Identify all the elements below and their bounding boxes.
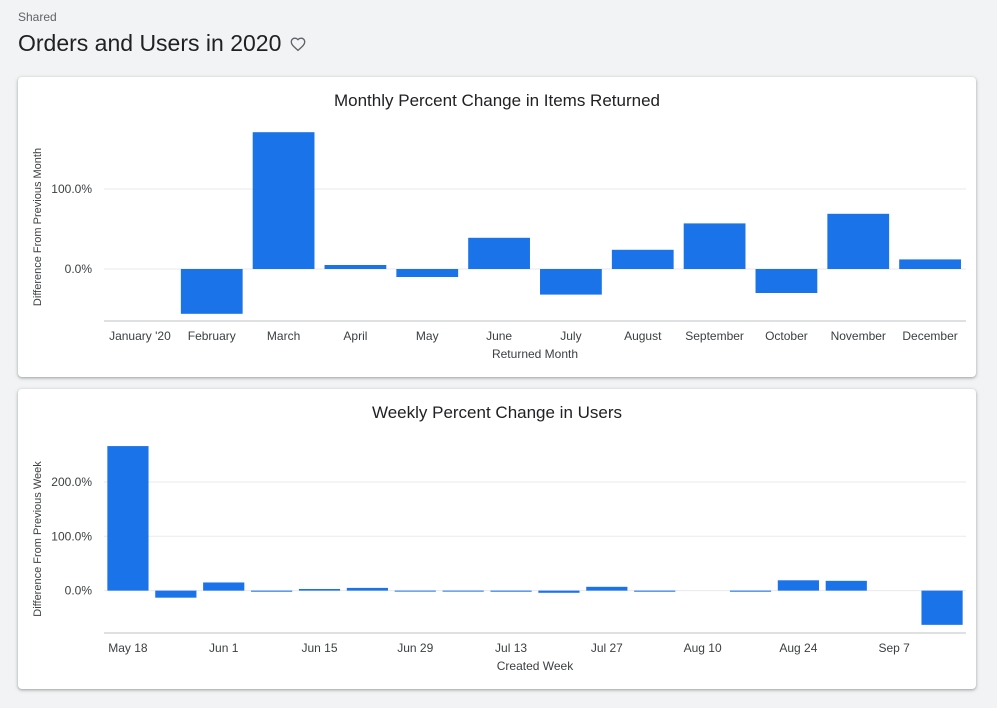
bar: [203, 582, 245, 591]
y-tick-label: 100.0%: [51, 182, 92, 196]
x-tick-label: February: [188, 329, 236, 343]
bar: [921, 590, 963, 625]
bar: [683, 223, 746, 269]
chart-title: Weekly Percent Change in Users: [372, 403, 622, 422]
bar: [155, 590, 197, 598]
bar: [180, 269, 243, 314]
x-tick-label: October: [765, 329, 808, 343]
bar: [346, 587, 388, 591]
bar: [825, 580, 867, 591]
x-tick-label: August: [624, 329, 662, 343]
x-tick-label: December: [902, 329, 957, 343]
y-tick-label: 0.0%: [65, 584, 93, 598]
page-header: Shared Orders and Users in 2020: [18, 10, 307, 57]
x-tick-label: June: [486, 329, 512, 343]
bar: [777, 580, 819, 591]
x-tick-label: Jun 29: [397, 641, 433, 655]
bar: [611, 249, 674, 269]
y-tick-label: 0.0%: [65, 262, 93, 276]
monthly-returns-chart-card: Monthly Percent Change in Items Returned…: [18, 77, 976, 377]
weekly-users-chart-card: Weekly Percent Change in Users 0.0% 100.0%…: [18, 389, 976, 689]
x-tick-label: Aug 10: [684, 641, 722, 655]
bar: [298, 588, 341, 591]
x-tick-label: Sep 7: [878, 641, 910, 655]
y-tick-label: 100.0%: [51, 529, 92, 543]
x-tick-label: Jun 1: [209, 641, 239, 655]
heart-outline-icon[interactable]: [289, 35, 307, 53]
breadcrumb[interactable]: Shared: [18, 10, 57, 24]
x-tick-label: May 18: [108, 641, 148, 655]
bar: [396, 269, 459, 277]
bar: [755, 269, 818, 293]
page-title: Orders and Users in 2020: [18, 30, 282, 56]
bar: [538, 590, 580, 593]
weekly-users-chart: Weekly Percent Change in Users 0.0% 100.0%…: [32, 403, 966, 673]
x-tick-label: January '20: [109, 329, 171, 343]
bar: [490, 590, 532, 592]
bar: [586, 586, 628, 591]
x-tick-label: May: [416, 329, 439, 343]
bar: [468, 237, 530, 269]
y-axis-title: Difference From Previous Week: [32, 461, 44, 617]
monthly-returns-chart: Monthly Percent Change in Items Returned…: [32, 91, 966, 361]
x-tick-label: Jun 15: [301, 641, 337, 655]
bar: [324, 265, 387, 269]
bar: [251, 590, 293, 592]
x-tick-label: Jul 13: [495, 641, 527, 655]
bar: [252, 132, 315, 269]
bar: [107, 446, 149, 591]
x-tick-label: April: [343, 329, 367, 343]
x-tick-label: Jul 27: [591, 641, 623, 655]
x-tick-label: March: [267, 329, 300, 343]
x-tick-label: July: [560, 329, 581, 343]
bar: [729, 590, 772, 592]
bar: [442, 590, 484, 592]
bar: [394, 590, 436, 592]
x-tick-label: September: [685, 329, 744, 343]
x-axis-title: Returned Month: [492, 347, 578, 361]
bar: [827, 213, 890, 269]
bar: [540, 269, 602, 295]
y-tick-label: 200.0%: [51, 475, 92, 489]
x-axis-title: Created Week: [497, 659, 574, 673]
y-axis-title: Difference From Previous Month: [32, 148, 44, 306]
x-tick-label: Aug 24: [779, 641, 817, 655]
bar: [899, 259, 961, 269]
bar: [634, 590, 676, 592]
chart-title: Monthly Percent Change in Items Returned: [334, 91, 660, 110]
x-tick-label: November: [831, 329, 886, 343]
